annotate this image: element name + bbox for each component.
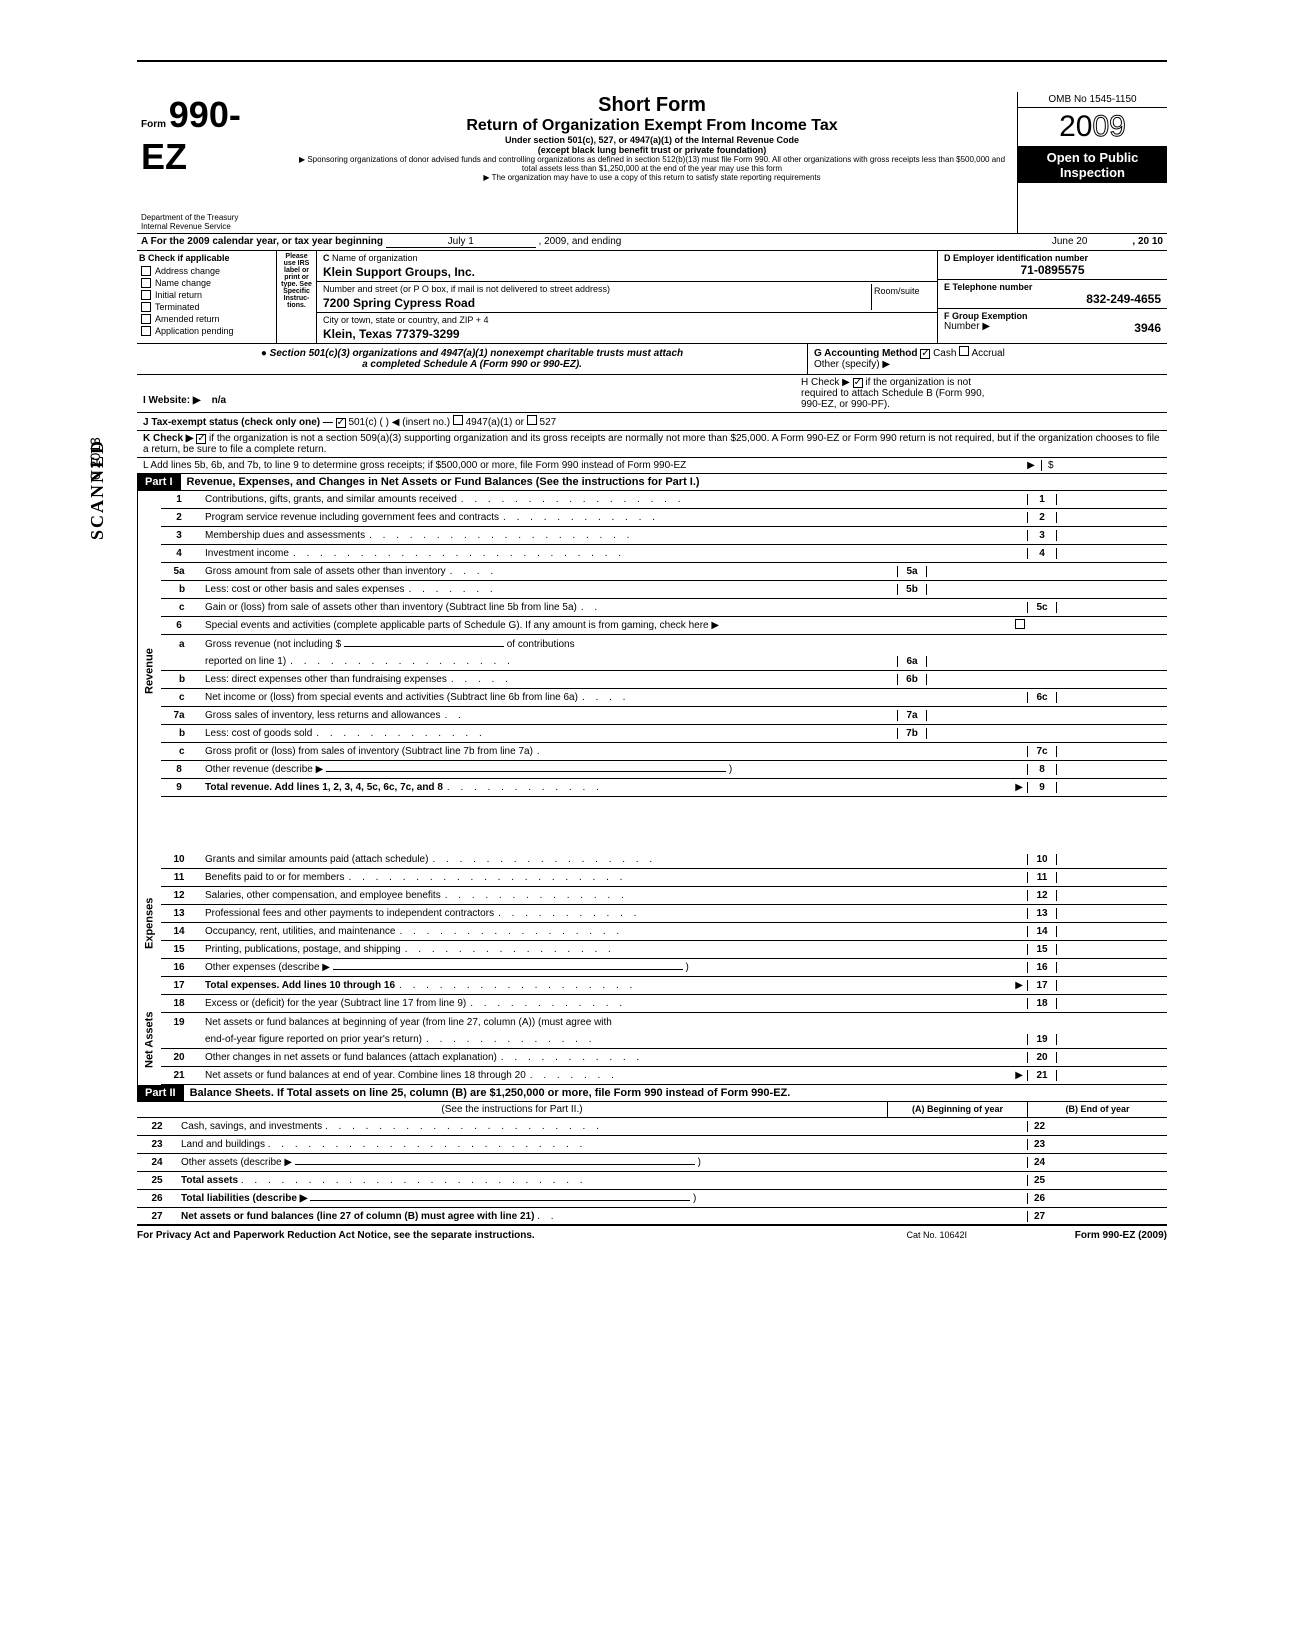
chk-527[interactable] [527,415,537,425]
room-suite: Room/suite [871,284,931,310]
row-a-tax-year: A For the 2009 calendar year, or tax yea… [137,234,1167,251]
street-label: Number and street (or P O box, if mail i… [323,284,871,294]
open-public: Open to Public [1021,150,1164,165]
part2-title: Balance Sheets. If Total assets on line … [184,1085,1167,1101]
chk-k[interactable] [196,434,206,444]
chk-cash[interactable] [920,349,930,359]
chk-name-change[interactable] [141,278,151,288]
part2-label: Part II [137,1085,184,1101]
chk-terminated[interactable] [141,302,151,312]
city-value: Klein, Texas 77379-3299 [323,327,931,341]
title-under: Under section 501(c), 527, or 4947(a)(1)… [295,135,1009,145]
chk-h[interactable] [853,378,863,388]
chk-accrual[interactable] [959,346,969,356]
e-phone-label: E Telephone number [944,282,1161,292]
line-l-text: L Add lines 5b, 6b, and 7b, to line 9 to… [143,460,1021,471]
c-name-label: Name of organization [332,253,418,263]
tax-year: 2009 [1018,108,1167,147]
f-group-value: 3946 [1134,321,1161,335]
street-value: 7200 Spring Cypress Road [323,296,871,310]
part1-title: Revenue, Expenses, and Changes in Net As… [181,474,1167,490]
bs-col-a: (A) Beginning of year [887,1102,1027,1117]
chk-gaming[interactable] [1015,619,1025,629]
dept-treasury: Department of the Treasury [141,213,283,222]
city-label: City or town, state or country, and ZIP … [323,315,931,325]
revenue-label: Revenue [137,491,161,851]
title-sponsor: ▶ Sponsoring organizations of donor advi… [295,155,1009,173]
form-number: 990-EZ [141,94,241,177]
footer-form: Form 990-EZ (2009) [967,1230,1167,1241]
omb-number: OMB No 1545-1150 [1018,92,1167,108]
footer-privacy: For Privacy Act and Paperwork Reduction … [137,1230,906,1241]
chk-501c[interactable] [336,418,346,428]
inspection: Inspection [1021,165,1164,180]
e-phone-value: 832-249-4655 [944,292,1161,306]
form-prefix: Form [141,119,166,130]
form-header: Form 990-EZ Department of the Treasury I… [137,92,1167,234]
chk-initial-return[interactable] [141,290,151,300]
side-date: 0 2013 [87,437,103,480]
bs-see-instructions: (See the instructions for Part II.) [137,1102,887,1117]
chk-4947[interactable] [453,415,463,425]
col-b-checkboxes: B Check if applicable Address change Nam… [137,251,277,343]
use-irs-label: Please use IRS label or print or type. S… [277,251,317,343]
d-ein-value: 71-0895575 [944,263,1161,277]
title-except: (except black lung benefit trust or priv… [295,145,1009,155]
title-state: ▶ The organization may have to use a cop… [295,173,1009,182]
footer-cat: Cat No. 10642I [906,1230,967,1241]
org-name: Klein Support Groups, Inc. [323,265,931,279]
expenses-label: Expenses [137,851,161,995]
chk-app-pending[interactable] [141,326,151,336]
title-short-form: Short Form [295,94,1009,117]
part1-label: Part I [137,474,181,490]
netassets-label: Net Assets [137,995,161,1085]
chk-address-change[interactable] [141,266,151,276]
d-ein-label: D Employer identification number [944,253,1161,263]
website-value: n/a [212,395,226,406]
bs-col-b: (B) End of year [1027,1102,1167,1117]
title-return: Return of Organization Exempt From Incom… [295,117,1009,135]
chk-amended[interactable] [141,314,151,324]
f-group-label: F Group Exemption [944,311,1161,321]
dept-irs: Internal Revenue Service [141,222,283,231]
